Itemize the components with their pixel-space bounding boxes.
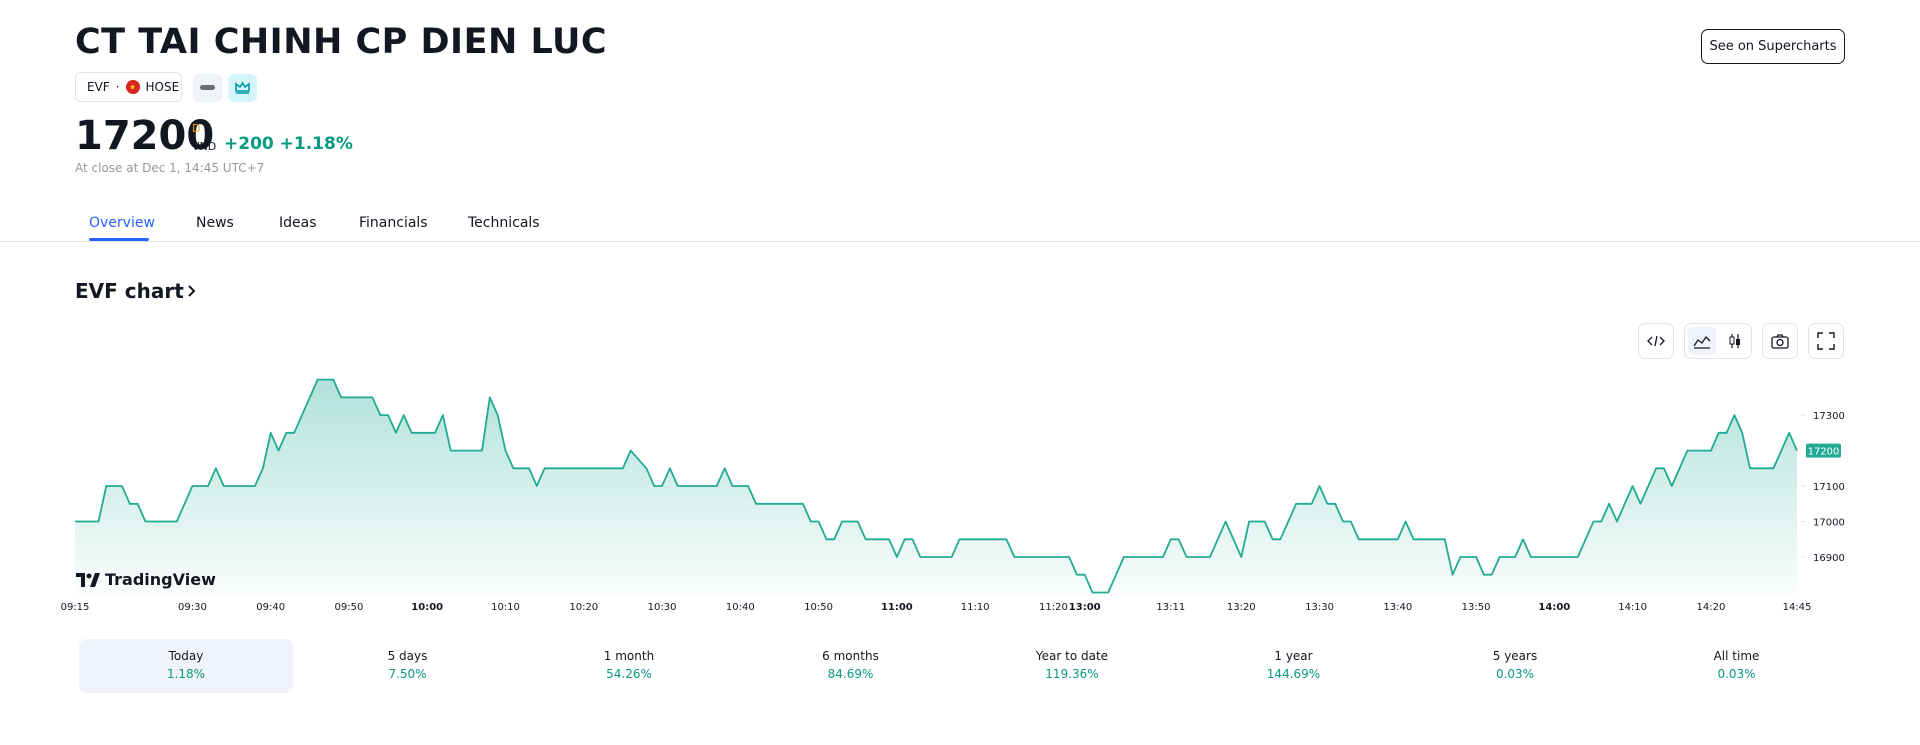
chart-heading[interactable]: EVF chart (75, 279, 197, 303)
x-tick-label: 10:20 (569, 602, 598, 613)
tab[interactable]: Technicals (468, 215, 540, 231)
embed-icon (1647, 335, 1665, 347)
x-tick-label: 13:50 (1462, 602, 1491, 613)
tv-logo (76, 572, 100, 587)
period-label: All time (1713, 649, 1760, 663)
snapshot-button[interactable] (1762, 323, 1798, 359)
x-tick-label: 13:00 (1069, 602, 1101, 613)
x-tick-label: 11:00 (881, 602, 913, 613)
x-tick-label: 09:30 (178, 602, 207, 613)
area-fill (75, 379, 1797, 596)
tab[interactable]: Ideas (279, 215, 317, 231)
x-tick-label: 10:40 (726, 602, 755, 613)
period-label: 1 month (603, 649, 655, 663)
flag-icon (125, 80, 140, 94)
tab[interactable]: Financials (359, 215, 428, 231)
exchange: HOSE (145, 80, 180, 94)
x-tick-label: 10:30 (648, 602, 677, 613)
watermark: TradingView (76, 570, 216, 589)
x-tick-label: 14:10 (1618, 602, 1647, 613)
fullscreen-button[interactable] (1808, 323, 1844, 359)
period-change: 144.69% (1266, 667, 1321, 681)
period-change: 0.03% (1495, 667, 1535, 681)
period-change: 1.18% (166, 667, 206, 681)
x-tick-label: 13:20 (1227, 602, 1256, 613)
x-tick-label: 11:10 (961, 602, 990, 613)
period-card[interactable]: 5 days 7.50% (301, 639, 515, 693)
area-icon (1692, 335, 1710, 349)
tab[interactable]: Overview (89, 215, 155, 231)
period-card[interactable]: 1 month 54.26% (522, 639, 736, 693)
x-tick-label: 14:20 (1696, 602, 1725, 613)
candle-icon (1729, 334, 1740, 348)
dot: · (115, 80, 120, 94)
period-card[interactable]: 5 years 0.03% (1408, 639, 1622, 693)
chart-heading-text: EVF chart (75, 279, 184, 303)
change-pct: +1.18% (279, 134, 353, 154)
change: +200 +1.18% (224, 134, 353, 154)
currency: VND (192, 140, 217, 153)
x-tick-label: 14:00 (1538, 602, 1570, 613)
x-tick-label: 10:10 (491, 602, 520, 613)
divider (0, 241, 1920, 242)
price-line (75, 378, 1798, 594)
title: CT TAI CHINH CP DIEN LUC (75, 22, 608, 62)
period-change: 7.50% (388, 667, 427, 681)
y-tick-label: 17100 (1813, 482, 1845, 493)
period-label: Today (168, 649, 204, 663)
symbol-badge[interactable]: EVF · HOSE (75, 72, 182, 102)
x-tick-label: 09:15 (61, 602, 90, 613)
period-card[interactable]: 6 months 84.69% (744, 639, 958, 693)
period-change: 84.69% (827, 667, 874, 681)
crown-icon (235, 81, 250, 94)
supercharts-button[interactable]: See on Supercharts (1701, 29, 1845, 64)
status-icon (200, 85, 215, 90)
tab-underline (89, 238, 149, 241)
price-flag: D (192, 122, 201, 135)
tab[interactable]: News (196, 215, 234, 231)
crown-button[interactable] (228, 74, 257, 102)
x-tick-label: 10:50 (804, 602, 833, 613)
x-tick-label: 09:40 (256, 602, 285, 613)
y-tick-label: 16900 (1813, 553, 1845, 564)
period-card[interactable]: Year to date 119.36% (965, 639, 1179, 693)
camera-icon (1771, 334, 1789, 349)
area-style-button[interactable] (1687, 327, 1716, 355)
x-tick-label: 13:11 (1156, 602, 1185, 613)
close-note: At close at Dec 1, 14:45 UTC+7 (75, 161, 265, 175)
period-change: 54.26% (606, 667, 652, 681)
x-tick-label: 09:50 (335, 602, 364, 613)
period-label: 6 months (822, 649, 879, 663)
x-tick-label: 10:00 (411, 602, 443, 613)
x-tick-label: 13:30 (1305, 602, 1334, 613)
period-label: Year to date (1035, 649, 1109, 663)
chevron (188, 285, 196, 297)
period-card[interactable]: All time 0.03% (1630, 639, 1844, 693)
watermark-text: TradingView (105, 570, 216, 589)
chart-style-group (1684, 323, 1752, 359)
fullscreen-icon (1817, 332, 1835, 350)
change-abs: +200 (224, 134, 274, 154)
candle-style-button[interactable] (1721, 327, 1749, 355)
period-label: 5 days (387, 649, 428, 663)
last-price-tag (1806, 443, 1841, 458)
x-tick-label: 13:40 (1383, 602, 1412, 613)
y-tick-label: 17300 (1813, 411, 1845, 422)
period-change: 0.03% (1717, 667, 1756, 681)
y-tick-label: 17000 (1813, 518, 1845, 529)
x-tick-label: 11:20 (1039, 602, 1068, 613)
period-card[interactable]: Today 1.18% (79, 639, 293, 693)
symbol: EVF (87, 80, 110, 94)
price: 17200 (75, 113, 215, 159)
period-change: 119.36% (1045, 667, 1099, 681)
status-button[interactable] (193, 74, 222, 102)
period-card[interactable]: 1 year 144.69% (1187, 639, 1401, 693)
last-price-label: 17200 (1808, 447, 1840, 458)
period-label: 5 years (1492, 649, 1538, 663)
period-label: 1 year (1274, 649, 1313, 663)
embed-button[interactable] (1638, 323, 1674, 359)
x-tick-label: 14:45 (1783, 602, 1812, 613)
